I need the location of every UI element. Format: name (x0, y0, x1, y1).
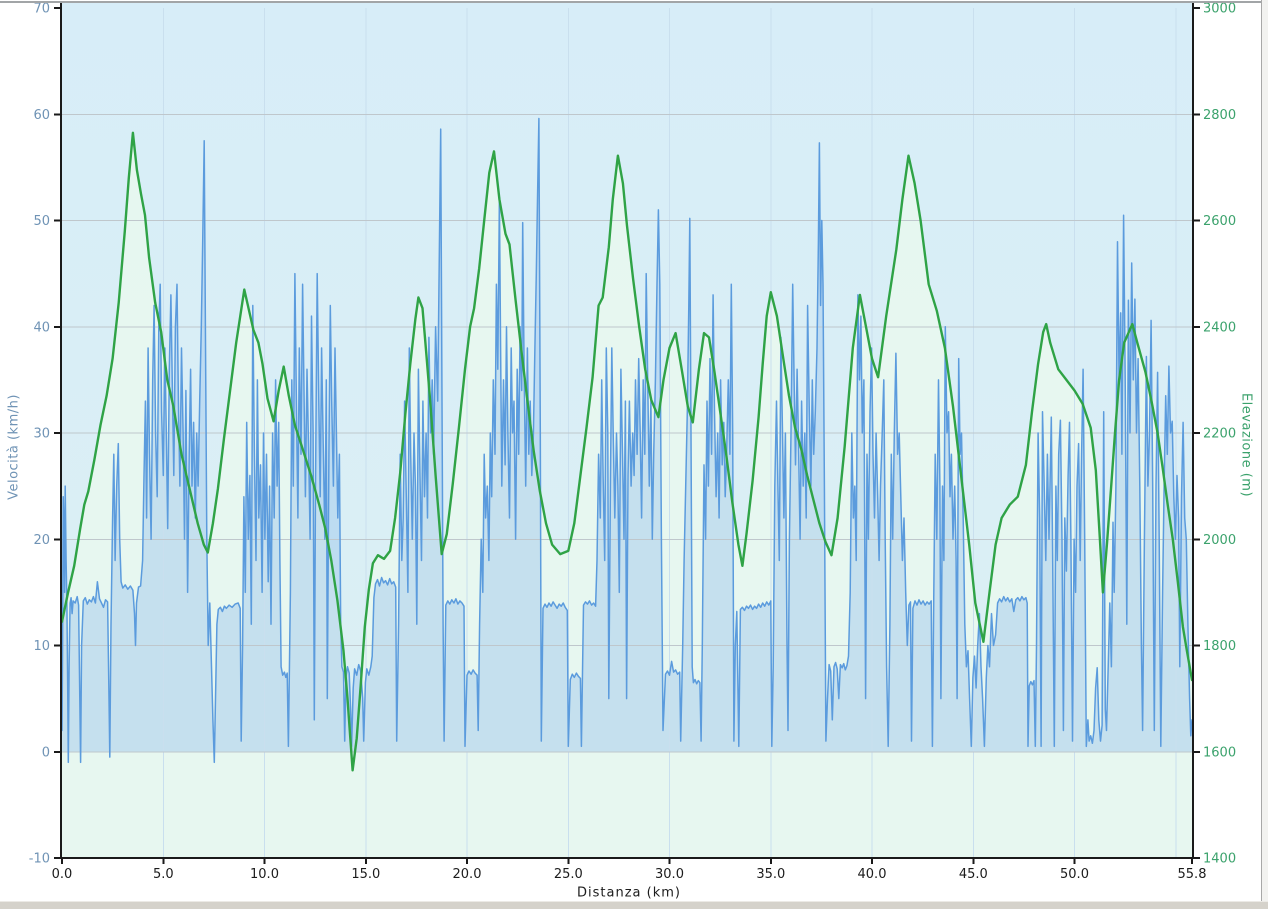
x-tick-label: 45.0 (959, 867, 988, 882)
x-tick-label: 55.8 (1178, 867, 1207, 882)
left-tick-label: 60 (33, 108, 50, 123)
right-tick-label: 1400 (1203, 852, 1236, 867)
left-tick-label: 0 (42, 745, 50, 760)
right-tick-label: 2800 (1203, 108, 1236, 123)
x-tick-label: 25.0 (554, 867, 583, 882)
speed-area (62, 118, 1192, 763)
left-tick-label: 50 (33, 214, 50, 229)
right-tick-label: 2000 (1203, 533, 1236, 548)
left-axis-title: Velocità (km/h) (6, 394, 22, 500)
right-tick-label: 2400 (1203, 320, 1236, 335)
elevation-line (60, 131, 1194, 772)
window-bottom-bar[interactable] (0, 901, 1268, 909)
left-tick-label: 40 (33, 320, 50, 335)
left-tick-label: 30 (33, 427, 50, 442)
x-tick-label: 50.0 (1060, 867, 1089, 882)
right-tick-label: 3000 (1203, 2, 1236, 17)
x-tick-label: 40.0 (858, 867, 887, 882)
x-tick-label: 20.0 (453, 867, 482, 882)
x-tick-label: 0.0 (52, 867, 73, 882)
left-tick-label: 70 (33, 2, 50, 17)
left-tick-label: 20 (33, 533, 50, 548)
x-tick-label: 35.0 (756, 867, 785, 882)
x-tick-label: 10.0 (250, 867, 279, 882)
left-tick-label: 10 (33, 639, 50, 654)
right-axis-title: Elevazione (m) (1238, 392, 1254, 498)
x-axis-title: Distanza (km) (577, 885, 681, 901)
x-tick-label: 15.0 (351, 867, 380, 882)
window-right-border (1261, 0, 1262, 909)
speed-line (61, 117, 1193, 764)
right-tick-label: 2600 (1203, 214, 1236, 229)
left-tick-label: -10 (29, 852, 50, 867)
right-tick-label: 1800 (1203, 639, 1236, 654)
window-top-border (0, 1, 1268, 3)
right-tick-label: 2200 (1203, 427, 1236, 442)
x-tick-label: 5.0 (153, 867, 174, 882)
right-tick-label: 1600 (1203, 745, 1236, 760)
x-tick-label: 30.0 (655, 867, 684, 882)
window-right-strip (1262, 0, 1268, 909)
